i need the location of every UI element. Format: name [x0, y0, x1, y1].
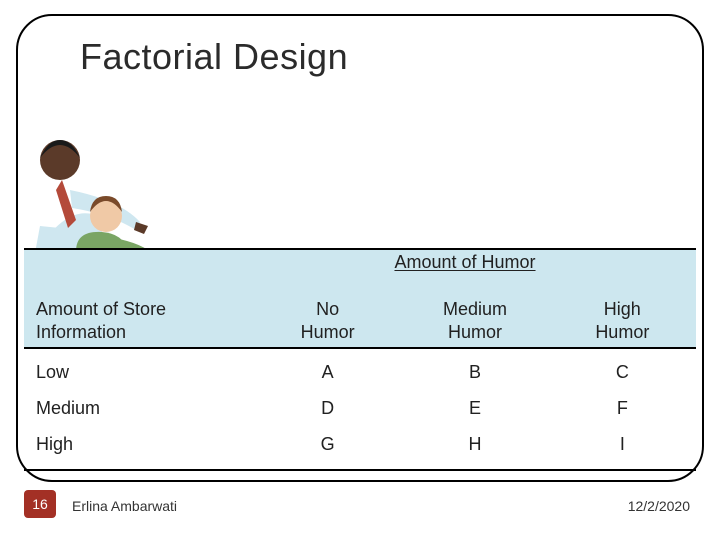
footer-author: Erlina Ambarwati [72, 498, 177, 514]
page-number: 16 [32, 496, 48, 512]
cell-2-1: H [401, 427, 548, 463]
table-header-band: Amount of Humor Amount of Store Informat… [24, 250, 696, 347]
table-row: High G H I [24, 427, 696, 463]
col-header-1: Medium Humor [401, 294, 548, 347]
table-super-header: Amount of Humor [234, 252, 696, 273]
table-header-row: Amount of Store Information No Humor Med… [24, 276, 696, 347]
slide-title: Factorial Design [80, 36, 348, 78]
col-header-2: High Humor [549, 294, 696, 347]
table-super-header-row: Amount of Humor [24, 250, 696, 276]
row-header-title: Amount of Store Information [24, 294, 254, 347]
row-label-2: High [24, 427, 254, 463]
cell-0-1: B [401, 355, 548, 391]
cell-1-0: D [254, 391, 401, 427]
row-label-1: Medium [24, 391, 254, 427]
slide-footer: 16 Erlina Ambarwati 12/2/2020 [0, 490, 720, 518]
table-rule-bottom [24, 469, 696, 471]
table-row: Low A B C [24, 355, 696, 391]
cell-2-2: I [549, 427, 696, 463]
slide: Factorial Design Amount of Humor Amount … [0, 0, 720, 540]
cell-0-2: C [549, 355, 696, 391]
col-header-0: No Humor [254, 294, 401, 347]
row-label-0: Low [24, 355, 254, 391]
table-row: Medium D E F [24, 391, 696, 427]
table-body: Low A B C Medium D E F High G H I [24, 349, 696, 469]
page-number-badge: 16 [24, 490, 56, 518]
cell-1-1: E [401, 391, 548, 427]
cell-2-0: G [254, 427, 401, 463]
factorial-table: Amount of Humor Amount of Store Informat… [24, 248, 696, 471]
cell-1-2: F [549, 391, 696, 427]
footer-date: 12/2/2020 [628, 498, 690, 514]
cell-0-0: A [254, 355, 401, 391]
